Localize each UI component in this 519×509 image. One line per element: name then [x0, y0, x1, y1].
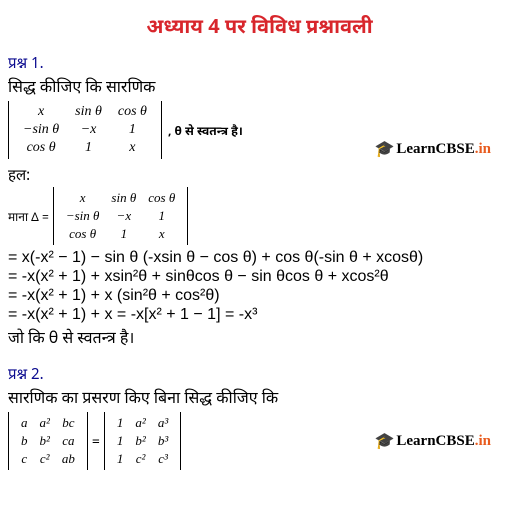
- q2-prompt: सारणिक का प्रसरण किए बिना सिद्ध कीजिए कि: [8, 386, 511, 408]
- q1-mana-label: माना Δ =: [8, 208, 49, 225]
- logo-text-in: .in: [475, 141, 491, 158]
- q1-step-2: = -x(x² + 1) + xsin²θ + sinθcos θ − sin …: [8, 268, 511, 286]
- q2-determinant-left: aa²bc bb²ca cc²ab: [8, 412, 88, 470]
- graduation-cap-icon: 🎓: [374, 139, 394, 159]
- q1-prompt: सिद्ध कीजिए कि सारणिक: [8, 75, 511, 97]
- q2-equals: =: [92, 432, 100, 451]
- q1-step-3: = -x(x² + 1) + x (sin²θ + cos²θ): [8, 287, 511, 305]
- q2-label: प्रश्न 2.: [8, 364, 511, 384]
- learncbse-logo-2: 🎓 LearnCBSE.in: [374, 431, 491, 451]
- q1-step-4: = -x(x² + 1) + x = -x[x² + 1 − 1] = -x³: [8, 306, 511, 324]
- q1-label: प्रश्न 1.: [8, 53, 511, 73]
- q1-conclusion: जो कि θ से स्वतन्त्र है।: [8, 326, 511, 348]
- q1-step-1: = x(-x² − 1) − sin θ (-xsin θ − cos θ) +…: [8, 249, 511, 267]
- q1-solution-label: हल:: [8, 165, 511, 185]
- q2-determinant-right: 1a²a³ 1b²b³ 1c²c³: [104, 412, 181, 470]
- q1-determinant-2: xsin θcos θ −sin θ−x1 cos θ1x: [53, 187, 188, 245]
- q1-determinant: xsin θcos θ −sin θ−x1 cos θ1x: [8, 101, 162, 159]
- q1-after-det: , θ से स्वतन्त्र है।: [168, 122, 243, 139]
- logo-text-cbse: CBSE: [436, 141, 475, 158]
- logo-text-in: .in: [475, 433, 491, 450]
- learncbse-logo: 🎓 LearnCBSE.in: [374, 139, 491, 159]
- logo-text-learn: Learn: [396, 141, 435, 158]
- q2-det-row: aa²bc bb²ca cc²ab = 1a²a³ 1b²b³ 1c²c³ 🎓 …: [8, 412, 511, 470]
- graduation-cap-icon: 🎓: [374, 431, 394, 451]
- q1-mana-row: माना Δ = xsin θcos θ −sin θ−x1 cos θ1x: [8, 187, 511, 245]
- chapter-title: अध्याय 4 पर विविध प्रश्नावली: [8, 12, 511, 39]
- logo-text-learn: Learn: [396, 433, 435, 450]
- logo-text-cbse: CBSE: [436, 433, 475, 450]
